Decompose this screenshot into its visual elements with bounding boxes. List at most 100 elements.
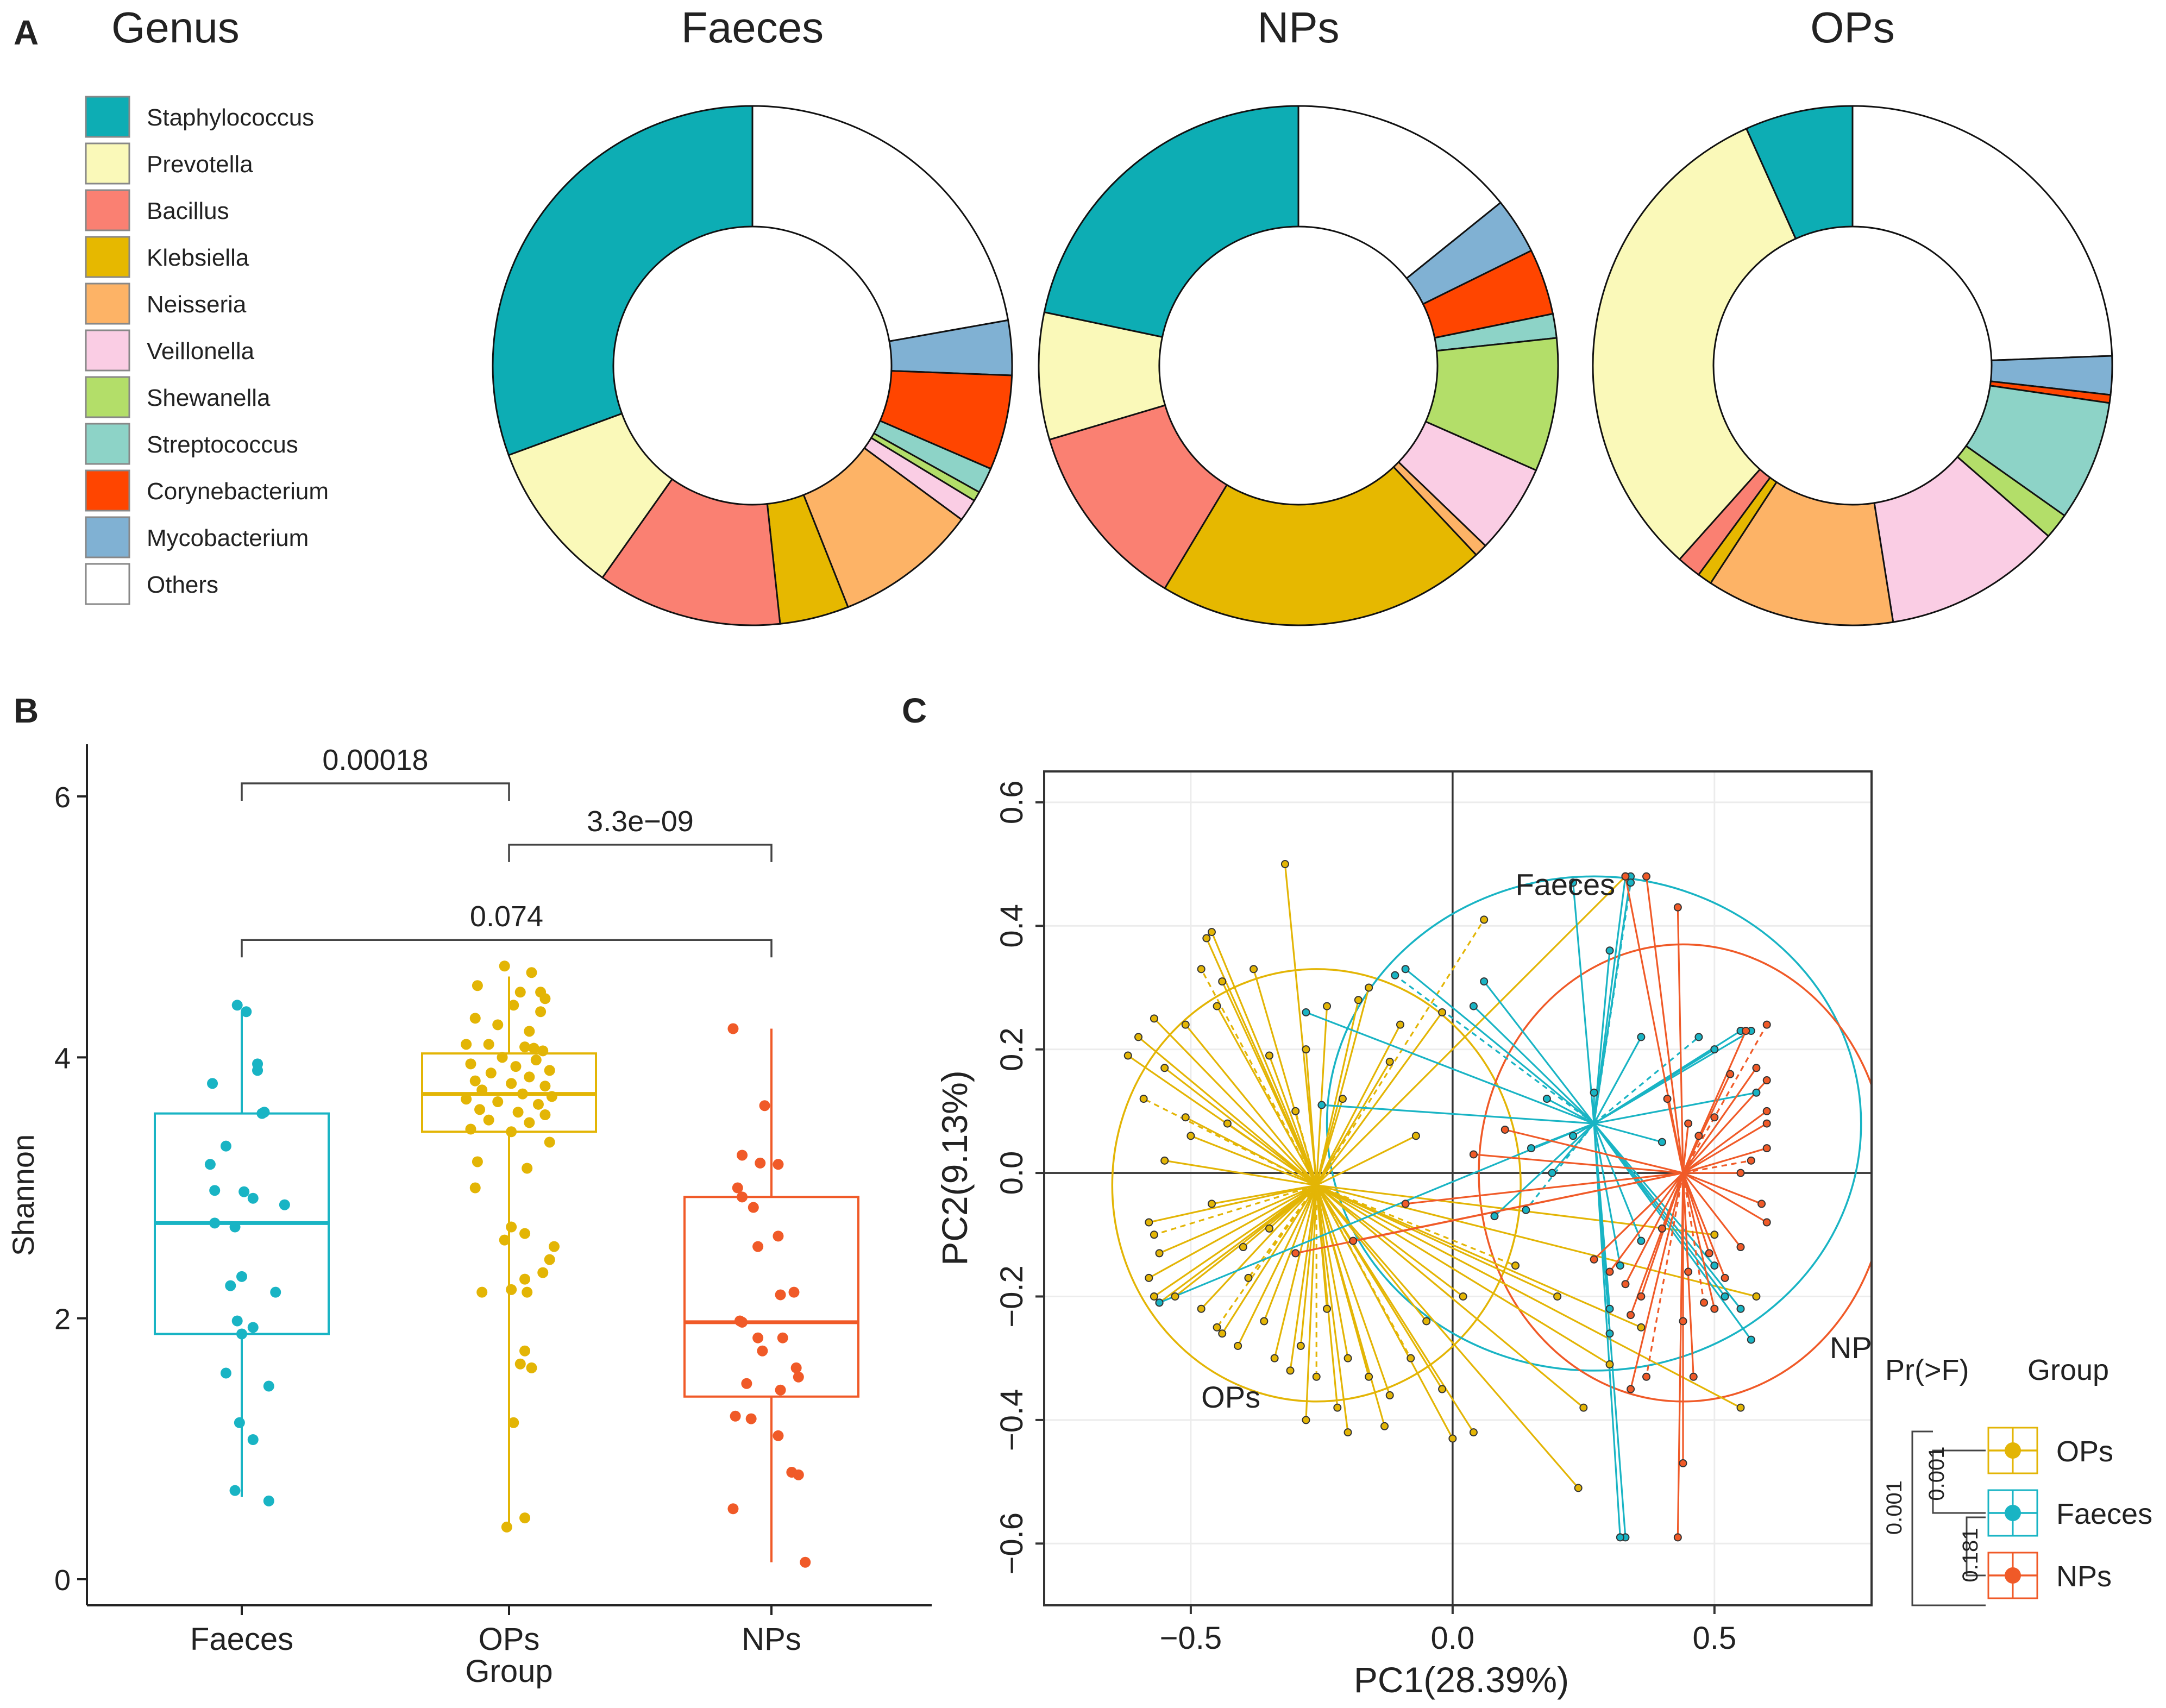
spider-nps [1682, 1079, 1768, 1174]
box-nps-point [777, 1332, 788, 1343]
spider-ops [1315, 1185, 1454, 1439]
sample-point-nps [1605, 1267, 1614, 1276]
sample-point-nps [1762, 1107, 1771, 1115]
spider-nps [1682, 1135, 1700, 1173]
legend-swatch-neisseria [85, 282, 130, 325]
significance-bracket [241, 939, 773, 958]
box-nps-point [737, 1150, 748, 1161]
box-ops-point [539, 1081, 551, 1092]
spider-ops [1315, 1185, 1386, 1427]
box-nps-point [790, 1362, 802, 1373]
spider-ops [1316, 1184, 1610, 1365]
box-ops-point [544, 1254, 555, 1265]
box-faeces-point [220, 1140, 231, 1152]
legend-swatch-prevotella [85, 142, 130, 185]
spider-faeces [1546, 1098, 1594, 1125]
sample-point-ops [1637, 1323, 1646, 1332]
pr-bracket-label: 0.001 [1882, 1480, 1906, 1535]
sample-point-faeces [1627, 878, 1635, 887]
sample-point-faeces [1721, 1292, 1729, 1301]
box-ops-point [519, 1273, 531, 1285]
sample-point-ops [1123, 1051, 1132, 1060]
sample-point-nps [1762, 1020, 1771, 1029]
sample-point-ops [1145, 1273, 1153, 1282]
spider-ops [1237, 1185, 1317, 1347]
boxplot-y-tick-label: 6 [54, 781, 71, 814]
sample-point-nps [1757, 1200, 1766, 1208]
pcoa-y-tick-label: −0.2 [994, 1265, 1029, 1328]
spider-ops [1316, 1184, 1464, 1297]
sample-point-nps [1642, 1372, 1651, 1381]
legend-key-dot-nps [2005, 1567, 2021, 1584]
sample-point-faeces [1391, 971, 1399, 979]
spider-ops [1269, 1184, 1317, 1229]
box-faeces-point [225, 1280, 236, 1291]
legend-key-dot-faeces [2005, 1505, 2021, 1521]
box-faeces-point [263, 1495, 274, 1506]
pr-bracket-ops-faeces [1932, 1449, 1986, 1514]
sample-point-nps [1705, 1249, 1713, 1258]
spider-nps [1593, 1172, 1684, 1260]
sample-point-faeces [1302, 1008, 1310, 1016]
boxplot-x-label: Group [465, 1654, 553, 1689]
spider-ops [1164, 1067, 1317, 1186]
box-nps-point [752, 1241, 764, 1252]
box-nps-point [800, 1556, 811, 1568]
sample-point-ops [1150, 1014, 1158, 1023]
box-nps-point [755, 1157, 766, 1169]
spider-ops [1263, 1185, 1317, 1322]
spider-nps [1661, 1172, 1684, 1229]
legend-key-dot-ops [2005, 1442, 2021, 1459]
box-nps-point [775, 1289, 786, 1301]
box-ops-point [506, 1126, 517, 1138]
legend-swatch-corynebacterium [85, 469, 130, 512]
sample-point-ops [1218, 1329, 1227, 1338]
sample-point-nps [1590, 1255, 1598, 1264]
genus-legend: Staphylococcus Prevotella Bacillus Klebsiel… [85, 96, 329, 605]
sample-point-nps [1736, 1169, 1745, 1177]
legend-swatch-bacillus [85, 189, 130, 231]
box-ops-point [519, 1512, 531, 1524]
box-ops-point [469, 1013, 481, 1024]
ops-donut-title: OPs [1810, 3, 1895, 52]
sample-point-ops [1207, 928, 1216, 937]
box-nps-point [757, 1345, 768, 1357]
box-nps-point [748, 1202, 759, 1213]
nps-slice-others [1297, 105, 1502, 280]
sample-point-faeces [1637, 1236, 1646, 1245]
sample-point-faeces [1605, 1329, 1614, 1338]
sample-point-ops [1553, 1292, 1562, 1301]
box-ops-point [549, 1241, 560, 1252]
sample-point-ops [1385, 1057, 1394, 1066]
box-ops-point [469, 1075, 481, 1087]
boxplot-marks: 0.00018 3.3e−09 0.074 [154, 744, 859, 1568]
box-ops-point [524, 1117, 535, 1128]
box-ops-point [497, 1052, 508, 1063]
spider-faeces [1593, 1123, 1726, 1297]
legend-swatch-others [85, 563, 130, 605]
sample-point-ops [1480, 915, 1489, 924]
box-nps-point [793, 1469, 804, 1480]
spider-ops [1315, 1024, 1401, 1186]
boxplot-x-tick-label-ops: OPs [479, 1622, 540, 1657]
boxplot-axes: 0 2 4 6 Faeces OPs NPs [54, 744, 932, 1657]
sample-point-ops [1407, 1354, 1415, 1362]
boxplot-y-label: Shannon [6, 1134, 40, 1256]
box-ops-point [537, 1267, 549, 1278]
legend-label-staphylococcus: Staphylococcus [147, 104, 314, 131]
box-ops-point [472, 1156, 483, 1167]
spider-ops [1148, 1184, 1317, 1223]
spider-nps [1682, 1110, 1768, 1174]
spider-faeces [1473, 1005, 1595, 1125]
sample-point-nps [1673, 1533, 1682, 1542]
spider-faeces [1593, 1048, 1715, 1125]
box-ops-point [508, 1000, 519, 1011]
spider-faeces [1593, 1122, 1662, 1143]
sample-point-nps [1747, 1156, 1755, 1165]
box-ops-point [474, 1104, 486, 1115]
spider-faeces [1159, 1122, 1594, 1304]
pcoa-y-label: PC2(9.13%) [934, 1070, 975, 1266]
sample-point-nps [1401, 1200, 1410, 1208]
sample-point-nps [1736, 1243, 1745, 1252]
box-ops-point [530, 1054, 542, 1066]
